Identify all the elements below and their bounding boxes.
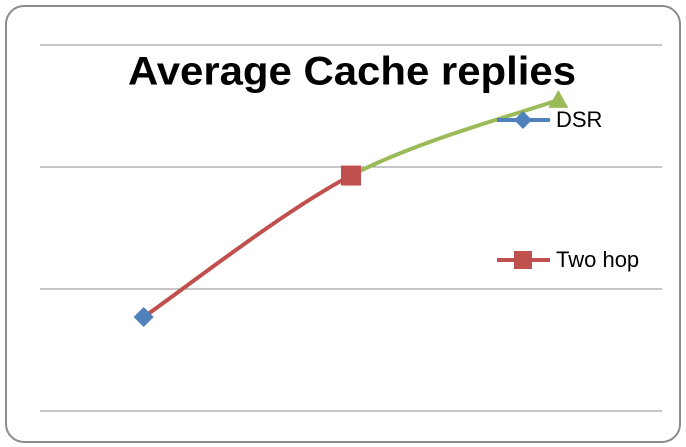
marker <box>133 307 154 328</box>
marker <box>548 89 569 108</box>
legend: DSR Two hop <box>497 107 639 272</box>
marker <box>514 251 532 269</box>
chart-title: Average Cache replies <box>128 50 576 94</box>
legend-label: Two hop <box>556 247 639 272</box>
marker <box>341 165 361 186</box>
marker <box>514 111 532 129</box>
line-segment <box>349 97 561 178</box>
line-segment <box>141 173 353 320</box>
legend-label: DSR <box>556 107 602 132</box>
plot <box>133 89 569 328</box>
